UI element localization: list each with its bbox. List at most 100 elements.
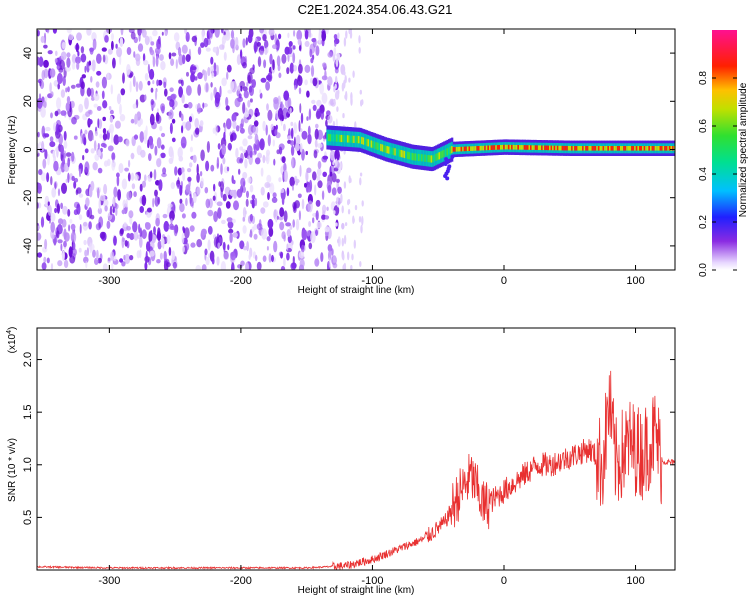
noise-blob: [144, 261, 148, 270]
noise-blob: [49, 141, 56, 148]
x-tick-label: -200: [230, 575, 252, 587]
signal-band-core: [473, 146, 476, 151]
noise-blob: [162, 167, 167, 175]
signal-band-core: [646, 146, 649, 151]
noise-blob: [178, 46, 182, 56]
signal-band-core: [440, 151, 443, 159]
signal-band-core: [572, 146, 575, 151]
noise-blob: [292, 45, 296, 50]
noise-blob: [178, 110, 182, 118]
noise-blob: [51, 187, 57, 198]
signal-band-core: [470, 146, 473, 151]
noise-blob: [51, 234, 55, 240]
noise-blob: [132, 103, 137, 109]
noise-blob: [172, 261, 177, 269]
noise-blob: [133, 231, 139, 241]
noise-blob: [104, 205, 108, 212]
signal-band-core: [375, 142, 378, 150]
noise-blob: [195, 264, 202, 270]
noise-blob: [361, 215, 364, 226]
noise-blob: [281, 231, 286, 240]
noise-blob: [317, 180, 323, 189]
signal-band-core: [402, 150, 405, 158]
noise-blob: [247, 124, 254, 136]
noise-blob: [249, 184, 254, 193]
noise-blob: [194, 76, 198, 81]
noise-blob: [359, 177, 362, 186]
signal-band-core: [555, 145, 558, 151]
noise-blob: [101, 90, 105, 100]
signal-band-core: [544, 145, 547, 151]
noise-blob: [101, 76, 107, 89]
noise-blob: [301, 130, 308, 140]
noise-blob: [207, 225, 213, 235]
noise-blob: [294, 200, 300, 209]
signal-band-core: [380, 143, 383, 152]
noise-blob: [247, 74, 251, 84]
noise-blob: [162, 213, 168, 219]
signal-band-core: [496, 145, 500, 150]
noise-blob: [351, 253, 354, 261]
noise-blob: [326, 110, 331, 117]
signal-band-core: [465, 146, 468, 152]
noise-blob: [79, 168, 81, 178]
noise-blob: [66, 96, 71, 104]
noise-blob: [110, 84, 114, 95]
signal-band-core: [337, 134, 340, 142]
spectrogram-marks: [37, 29, 675, 270]
noise-blob: [245, 37, 248, 46]
noise-blob: [190, 66, 197, 71]
noise-blob: [133, 134, 139, 140]
signal-band-core: [627, 146, 631, 151]
noise-blob: [281, 196, 285, 206]
noise-blob: [71, 151, 75, 162]
signal-band-core: [493, 145, 496, 150]
noise-blob: [50, 212, 56, 222]
x-tick-label: 100: [626, 575, 644, 587]
noise-blob: [50, 91, 54, 98]
noise-blob: [261, 228, 268, 240]
noise-blob: [231, 262, 235, 270]
noise-blob: [300, 112, 304, 124]
signal-band-core: [586, 146, 590, 151]
signal-band-core: [479, 145, 482, 151]
noise-blob: [329, 150, 336, 161]
noise-blob: [84, 129, 88, 135]
noise-blob: [325, 215, 329, 220]
noise-blob: [293, 30, 296, 37]
noise-blob: [217, 143, 221, 150]
noise-blob: [239, 158, 244, 164]
signal-band-core: [616, 146, 620, 151]
signal-band-core: [343, 135, 346, 143]
noise-blob: [46, 29, 50, 34]
signal-band-core: [452, 147, 455, 152]
signal-band-core: [621, 146, 624, 151]
noise-blob: [283, 90, 290, 101]
noise-blob: [128, 159, 131, 168]
signal-band-core: [490, 145, 493, 150]
noise-blob: [78, 214, 83, 221]
noise-blob: [219, 44, 225, 50]
noise-blob: [272, 44, 278, 50]
noise-blob: [139, 183, 143, 192]
noise-blob: [163, 220, 170, 232]
signal-band-core: [599, 146, 602, 151]
signal-band-core: [537, 145, 541, 150]
noise-blob: [298, 264, 305, 270]
noise-blob: [235, 125, 240, 132]
noise-blob: [262, 201, 269, 208]
signal-band-core: [672, 146, 675, 151]
noise-blob: [136, 250, 141, 259]
signal-band-core: [640, 146, 643, 151]
noise-blob: [350, 265, 353, 270]
noise-blob: [288, 41, 293, 47]
noise-blob: [327, 76, 333, 87]
noise-blob: [226, 71, 229, 80]
noise-blob: [200, 177, 204, 188]
noise-blob: [109, 115, 114, 123]
noise-blob: [102, 199, 109, 207]
noise-blob: [161, 172, 167, 178]
noise-blob: [57, 260, 63, 267]
signal-band-core: [413, 153, 416, 161]
noise-blob: [184, 227, 190, 239]
